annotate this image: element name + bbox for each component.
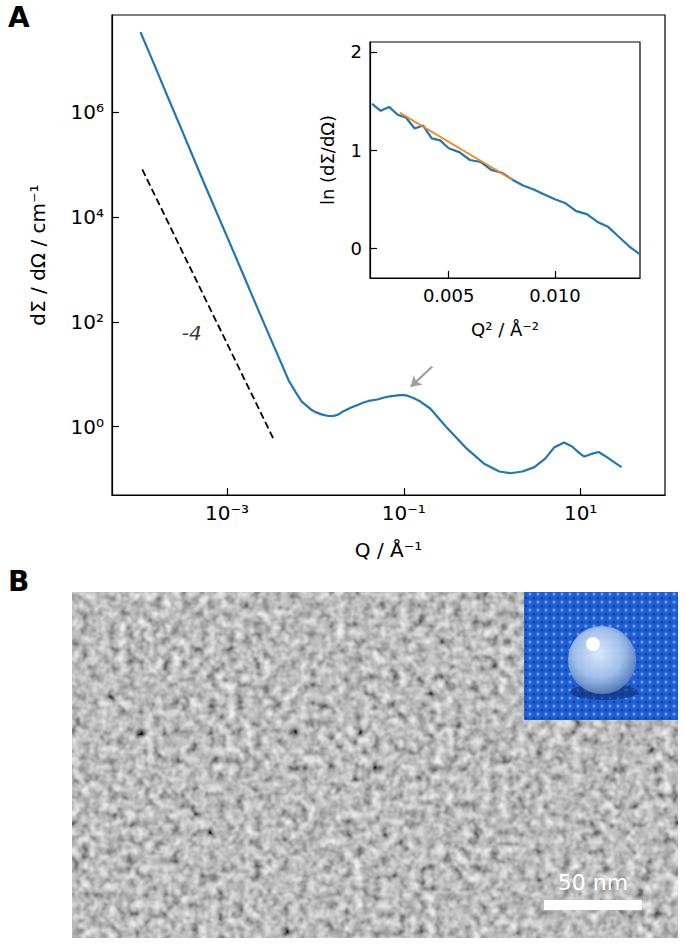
svg-text:dΣ / dΩ / cm⁻¹: dΣ / dΩ / cm⁻¹ — [26, 184, 50, 325]
svg-text:-4: -4 — [182, 321, 202, 345]
svg-text:0.010: 0.010 — [529, 285, 581, 306]
svg-text:Q² / Å⁻²: Q² / Å⁻² — [471, 319, 539, 340]
svg-text:1: 1 — [351, 140, 362, 161]
html-text:A: A — [8, 1, 30, 34]
svg-text:10⁶: 10⁶ — [71, 100, 104, 124]
svg-text:ln (dΣ/dΩ): ln (dΣ/dΩ) — [317, 115, 338, 205]
svg-text:10²: 10² — [71, 310, 104, 334]
svg-text:50 nm: 50 nm — [558, 870, 628, 895]
svg-text:0: 0 — [351, 238, 362, 259]
svg-text:Q / Å⁻¹: Q / Å⁻¹ — [355, 538, 422, 562]
svg-text:0.005: 0.005 — [423, 285, 475, 306]
svg-text:10⁴: 10⁴ — [71, 205, 104, 229]
svg-text:10¹: 10¹ — [564, 501, 597, 525]
html-text:B: B — [8, 565, 30, 598]
svg-text:2: 2 — [351, 41, 362, 62]
svg-text:10⁰: 10⁰ — [71, 415, 104, 439]
svg-text:10⁻¹: 10⁻¹ — [382, 501, 426, 525]
svg-text:10⁻³: 10⁻³ — [205, 501, 249, 525]
